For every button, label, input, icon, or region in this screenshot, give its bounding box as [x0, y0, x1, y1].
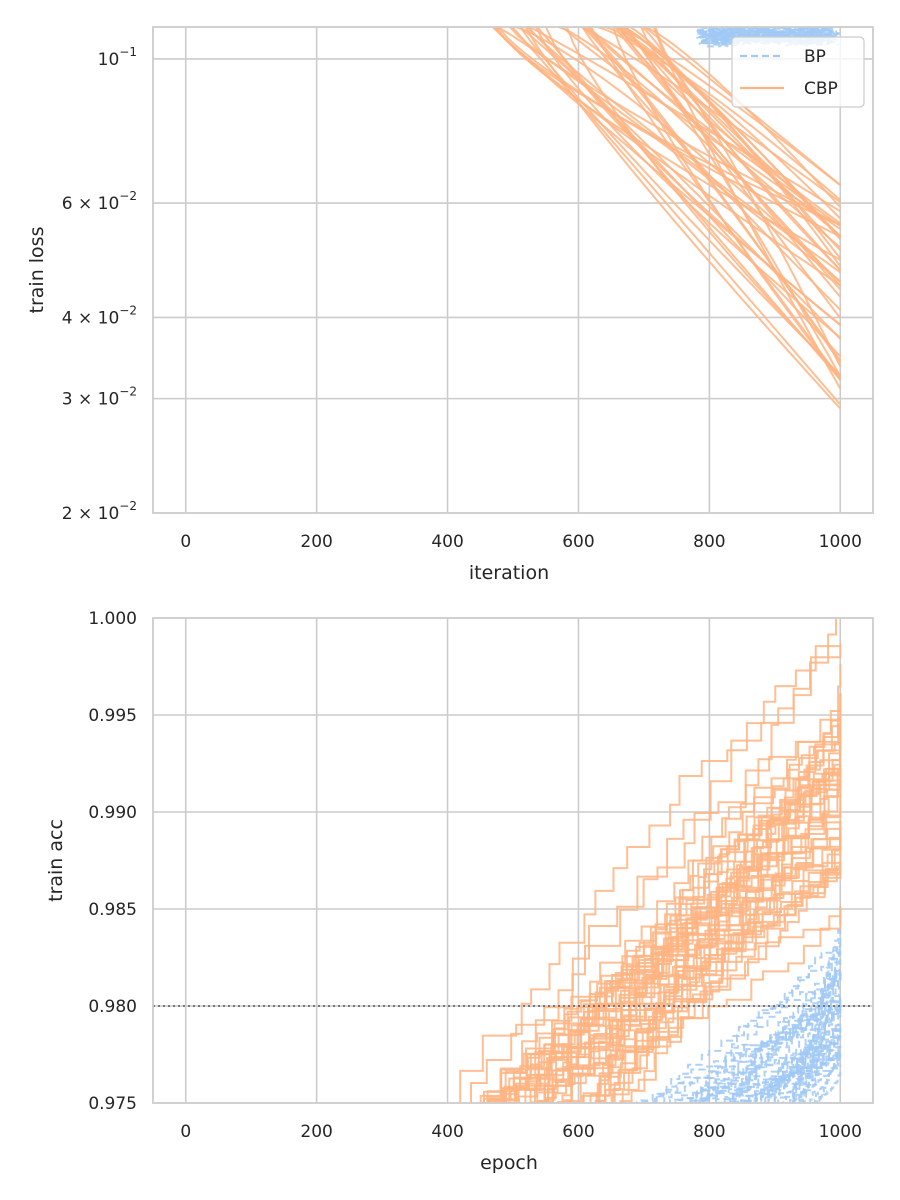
series-cbp-run — [486, 767, 842, 1103]
series-bp-run — [812, 1054, 842, 1103]
series-cbp-run — [612, 27, 842, 381]
series-bp-run — [691, 1042, 841, 1103]
series-cbp-run — [530, 908, 842, 1103]
series-cbp-run — [614, 27, 842, 252]
series-bp-run — [760, 972, 841, 1103]
series-bp-run — [731, 954, 842, 1103]
series-cbp-run — [479, 768, 841, 1103]
legend-label-bp: BP — [804, 47, 826, 67]
series-cbp-run — [589, 808, 842, 1103]
series-bp-run — [790, 946, 841, 1103]
series-bp-run — [792, 1032, 841, 1103]
y-tick-label: 1.000 — [88, 609, 137, 629]
series-cbp-run — [482, 749, 841, 1103]
series-bp-run — [669, 1000, 842, 1103]
series-cbp-run — [582, 773, 841, 1103]
y-tick-label: 0.995 — [88, 706, 137, 726]
series-bp-run — [746, 1031, 842, 1103]
series-cbp-run — [586, 27, 841, 227]
series-cbp-run — [537, 763, 841, 1103]
series-cbp-run — [618, 27, 841, 187]
x-tick-label: 0 — [180, 1122, 191, 1142]
series-bp-run — [715, 27, 834, 37]
x-tick-label: 600 — [562, 1122, 594, 1142]
x-tick-label: 1000 — [819, 532, 862, 552]
legend-label-cbp: CBP — [804, 79, 838, 99]
series-cbp-run — [495, 740, 841, 1103]
y-tick-label: 0.975 — [88, 1094, 137, 1114]
y-tick-label: 3 × 10−2 — [62, 385, 137, 410]
axes-frame — [152, 26, 874, 514]
series-bp-run — [699, 1023, 841, 1103]
series-bp-run — [789, 970, 841, 1103]
y-tick-label: 0.985 — [88, 900, 137, 920]
y-axis-label: train acc — [45, 819, 67, 902]
series-bp-run — [791, 1062, 841, 1103]
series-cbp-run — [605, 865, 842, 1103]
series-cbp-run — [595, 763, 842, 1103]
y-tick-label: 0.980 — [88, 997, 137, 1017]
x-tick-label: 0 — [180, 532, 191, 552]
y-tick-label: 6 × 10−2 — [62, 189, 137, 214]
series-cbp-run — [483, 664, 842, 1103]
series-cbp — [459, 618, 842, 1103]
series-bp-run — [755, 1024, 842, 1103]
series-bp-run — [701, 972, 842, 1103]
series-cbp-run — [519, 27, 842, 377]
series-bp-run — [689, 951, 841, 1103]
series-cbp-run — [470, 645, 841, 1103]
x-tick-label: 800 — [693, 1122, 725, 1142]
series-bp-run — [809, 944, 842, 1103]
series-cbp-run — [558, 27, 842, 287]
series-bp-run — [698, 28, 831, 39]
y-axis-label: train loss — [26, 227, 48, 314]
x-axis-label: iteration — [469, 562, 549, 584]
legend: BP CBP — [731, 36, 865, 108]
series-cbp-run — [581, 27, 842, 311]
series-cbp-run — [581, 27, 841, 203]
x-tick-label: 400 — [431, 532, 463, 552]
x-axis-label: epoch — [480, 1152, 538, 1174]
series-cbp-run — [626, 27, 842, 319]
accuracy-panel: 0 200 400 600 800 1000 0.975 0.980 0.985 0.990 0.9… — [45, 609, 874, 1174]
x-tick-label: 200 — [300, 532, 332, 552]
legend-box — [731, 36, 865, 108]
y-tick-label: 0.990 — [88, 803, 137, 823]
series-bp-run — [798, 917, 842, 1103]
x-tick-label: 800 — [693, 532, 725, 552]
loss-panel: 0 200 400 600 800 1000 10−1 6 × 10−2 4 × 10−2 3 ×… — [26, 26, 874, 584]
series-bp-run — [734, 1054, 841, 1103]
y-tick-label: 4 × 10−2 — [62, 303, 137, 328]
series-cbp-run — [536, 27, 842, 381]
x-tick-label: 200 — [300, 1122, 332, 1142]
series-cbp-run — [528, 27, 841, 213]
y-tick-label: 10−1 — [98, 45, 137, 70]
series-cbp-run — [527, 27, 841, 274]
series-bp-run — [700, 27, 832, 32]
series-cbp-run — [597, 27, 841, 201]
x-tick-label: 400 — [431, 1122, 463, 1142]
series-cbp-run — [623, 27, 842, 271]
x-tick-label: 1000 — [819, 1122, 862, 1142]
axes-frame — [152, 617, 874, 1104]
series-bp-run — [715, 27, 838, 34]
series-cbp — [491, 27, 842, 410]
series-bp-run — [726, 930, 842, 1103]
series-bp-run — [702, 1057, 841, 1103]
series-bp — [626, 917, 842, 1103]
series-bp-run — [814, 1071, 842, 1103]
series-bp-run — [789, 998, 842, 1103]
series-cbp-run — [459, 643, 842, 1103]
series-bp-run — [713, 1053, 841, 1103]
x-tick-label: 600 — [562, 532, 594, 552]
y-tick-label: 2 × 10−2 — [62, 499, 137, 524]
series-bp-run — [764, 1029, 841, 1103]
series-bp-run — [649, 957, 841, 1103]
series-cbp-run — [588, 27, 841, 249]
